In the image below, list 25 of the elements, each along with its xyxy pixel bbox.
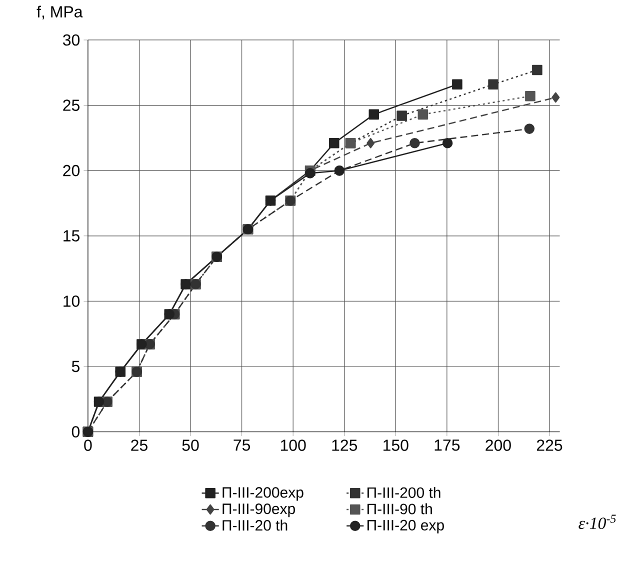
x-tick-label: 75: [234, 440, 250, 451]
y-tick-label: 30: [62, 34, 80, 46]
legend-label: П-III-90 th: [368, 503, 432, 514]
y-tick-label: 5: [72, 361, 80, 372]
y-axis-title: f, MPa: [36, 6, 83, 20]
x-tick-label: 225: [536, 440, 562, 452]
legend-label: П-III-20 exp: [368, 520, 444, 534]
y-tick-label: 10: [64, 296, 80, 307]
legend-label: П-III-90exp: [222, 504, 295, 518]
legend-label: П-III-200 th: [368, 487, 440, 498]
legend-label: П-III-20 th: [222, 520, 288, 531]
x-tick-label: 125: [332, 440, 358, 452]
text: ε·10$^{-5}$: [578, 514, 616, 530]
y-tick-label: 25: [63, 100, 80, 112]
x-tick-label: 200: [486, 440, 511, 452]
x-tick-label: 150: [384, 440, 408, 452]
x-tick-label: 50: [182, 440, 199, 452]
legend-label: П-III-200exp: [222, 487, 304, 501]
x-tick-label: 0: [84, 440, 92, 452]
y-tick-label: 15: [64, 230, 80, 242]
x-tick-label: 25: [131, 440, 148, 452]
x-tick-label: 100: [280, 440, 306, 452]
y-tick-label: 0: [72, 426, 80, 438]
y-tick-label: 20: [63, 165, 80, 176]
x-tick-label: 175: [434, 440, 460, 451]
